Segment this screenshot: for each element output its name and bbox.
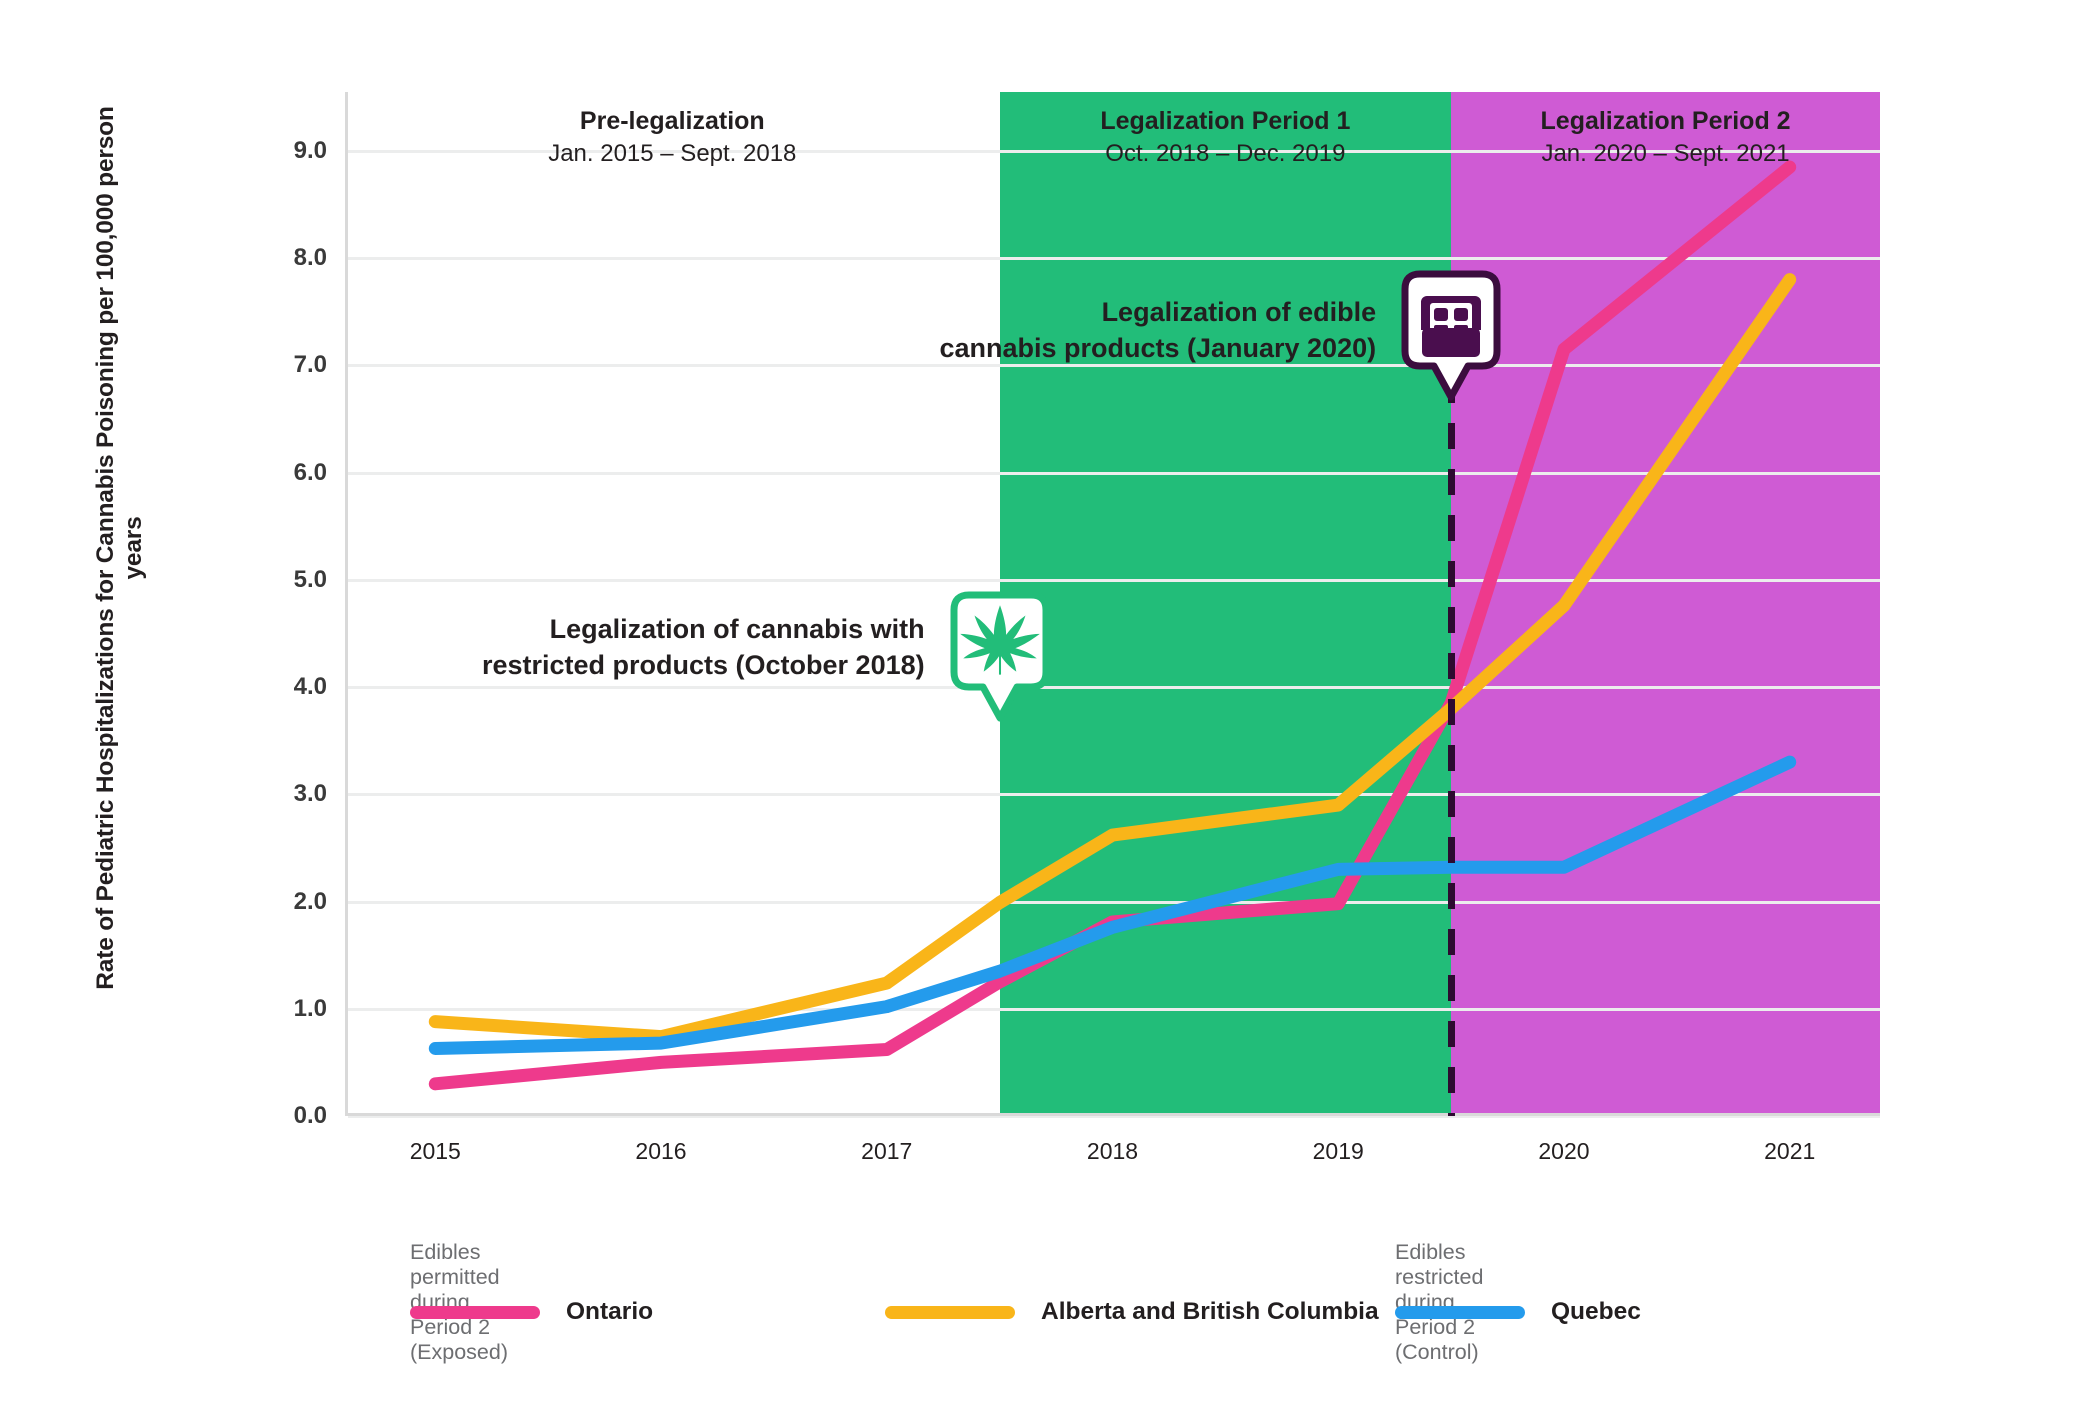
gridline [348,364,1880,368]
gridline [348,1007,1880,1011]
legend-label-quebec: Quebec [1551,1298,1641,1325]
period-2-subtitle: Jan. 2020 – Sept. 2021 [1541,139,1790,167]
series-line-quebec [428,755,1797,1055]
y-tick-label: 0.0 [293,1102,327,1129]
annotation-cannabis-line2: restricted products (October 2018) [481,649,925,680]
period-2-title: Legalization Period 2 [1540,107,1791,135]
period-pre-subtitle: Jan. 2015 – Sept. 2018 [548,139,797,167]
y-axis-title: Rate of Pediatric Hospitalizations for C… [92,106,147,990]
x-tick-label: 2016 [635,1138,687,1164]
period-header-pre-legalization: Pre-legalization Jan. 2015 – Sept. 2018 [272,105,1072,169]
gridline [348,257,1880,261]
chocolate-bar-icon [1421,296,1482,357]
gridline [348,1115,1880,1118]
y-tick-label: 5.0 [293,565,327,593]
legend-item-quebec[interactable]: Quebec [1395,1298,1641,1326]
legend-label-ontario: Ontario [566,1298,654,1325]
cannabis-callout-shape [950,591,1050,722]
x-axis-line [345,1113,1880,1116]
period-header-legalization-2: Legalization Period 2 Jan. 2020 – Sept. … [1266,105,2066,169]
annotation-cannabis-text: Legalization of cannabis with restricted… [405,612,925,684]
y-tick-label: 6.0 [293,458,327,486]
y-tick-label: 7.0 [293,351,327,379]
period-header-legalization-1: Legalization Period 1 Oct. 2018 – Dec. 2… [825,105,1625,169]
annotation-edible-text: Legalization of edible cannabis products… [876,295,1376,367]
x-tick-label: 2015 [409,1138,461,1164]
y-tick-label: 2.0 [293,887,327,915]
legend-swatch-ontario [410,1305,540,1319]
x-tick-label: 2018 [1086,1138,1139,1164]
y-tick-label: 9.0 [293,136,327,164]
data-series-lines [428,160,1797,1091]
annotation-edible-marker [1396,267,1506,424]
legend-swatch-quebec [1395,1305,1525,1319]
period-2-divider [1447,377,1455,1116]
period-1-title: Legalization Period 1 [1100,107,1351,135]
series-line-alberta-and-british-columbia [428,273,1797,1044]
y-tick-label: 4.0 [293,673,327,701]
y-tick-label: 8.0 [293,244,327,272]
y-tick-label: 1.0 [293,994,327,1022]
x-tick-label: 2021 [1764,1138,1816,1164]
gridline [348,578,1880,582]
gridline [348,471,1880,475]
gridline [348,149,1880,153]
annotation-cannabis-line1: Legalization of cannabis with [549,614,925,644]
gridline [348,686,1880,690]
cannabis-leaf-icon [959,605,1040,675]
annotation-cannabis-marker [945,588,1055,745]
plot-area: 0.0 1.0 2.0 3.0 4.0 5.0 6.0 7.0 8.0 9.0 2015 2016 2… [294,92,1880,1164]
gridline [348,900,1880,904]
period-pre-title: Pre-legalization [579,107,765,135]
legend-label-alberta-bc: Alberta and British Columbia [1041,1298,1379,1325]
x-tick-label: 2020 [1538,1138,1590,1164]
annotation-edible-line2: cannabis products (January 2020) [939,332,1377,363]
legend-item-alberta-bc[interactable]: Alberta and British Columbia [885,1298,1379,1326]
annotation-edible-line1: Legalization of edible [1101,297,1377,327]
edible-callout-shape [1401,270,1501,401]
legend-swatch-alberta-bc [885,1305,1015,1319]
x-tick-label: 2017 [861,1138,913,1164]
legend-item-ontario[interactable]: Ontario [410,1298,653,1326]
x-tick-label: 2019 [1312,1138,1364,1164]
gridline [348,793,1880,797]
y-tick-label: 3.0 [293,780,327,808]
period-1-subtitle: Oct. 2018 – Dec. 2019 [1105,139,1346,167]
y-axis-line [345,92,348,1116]
